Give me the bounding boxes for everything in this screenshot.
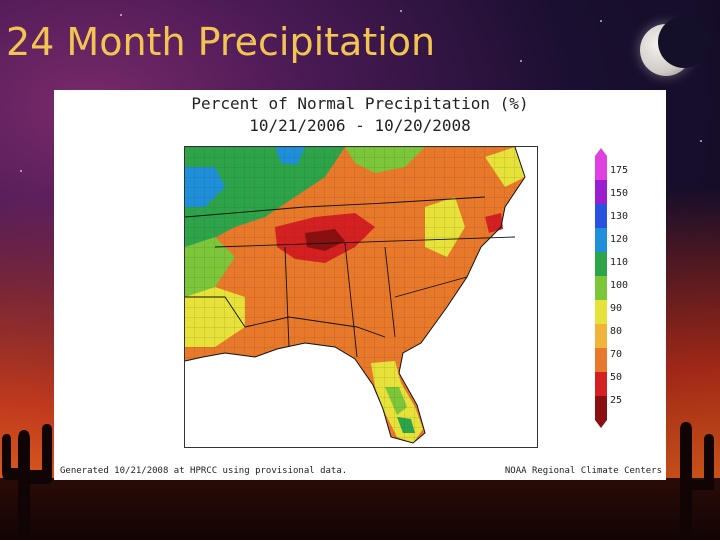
- star-decoration: [600, 20, 602, 22]
- source-credit: NOAA Regional Climate Centers: [504, 466, 662, 476]
- star-decoration: [520, 60, 522, 62]
- legend-label: 90: [610, 303, 623, 314]
- legend-label: 25: [610, 395, 623, 406]
- legend-label: 50: [610, 372, 623, 383]
- slide-title: 24 Month Precipitation: [6, 20, 436, 64]
- star-decoration: [20, 170, 22, 172]
- star-decoration: [400, 10, 402, 12]
- legend-label: 130: [610, 211, 629, 222]
- legend-label: 175: [610, 165, 629, 176]
- moon-shadow: [658, 16, 710, 68]
- generation-note: Generated 10/21/2008 at HPRCC using prov…: [60, 466, 348, 476]
- legend-label: 110: [610, 257, 629, 268]
- legend-label: 120: [610, 234, 629, 245]
- star-decoration: [120, 14, 122, 16]
- ground: [0, 478, 720, 540]
- cactus-right-image: [680, 422, 714, 540]
- cactus-left-image: [2, 424, 52, 540]
- star-decoration: [700, 140, 702, 142]
- map-date-range: 10/21/2006 - 10/20/2008: [249, 116, 471, 135]
- precipitation-map-figure: Percent of Normal Precipitation (%) 10/2…: [54, 90, 666, 480]
- legend-label: 70: [610, 349, 623, 360]
- legend-label: 150: [610, 188, 629, 199]
- map-title: Percent of Normal Precipitation (%): [191, 94, 529, 113]
- precip-legend-colorbar: [595, 148, 607, 428]
- southeast-us-precip-map: [184, 146, 538, 448]
- legend-label: 80: [610, 326, 623, 337]
- star-decoration: [250, 40, 252, 42]
- legend-label: 100: [610, 280, 629, 291]
